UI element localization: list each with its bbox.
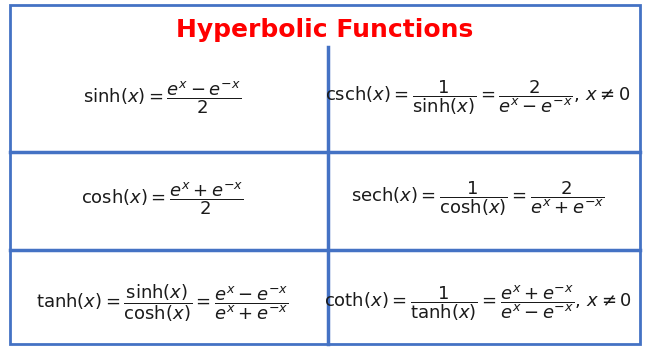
FancyBboxPatch shape xyxy=(10,5,640,344)
Text: $\mathrm{coth}(x) = \dfrac{1}{\mathrm{tanh}(x)} = \dfrac{e^{x}+e^{-x}}{e^{x}-e^{: $\mathrm{coth}(x) = \dfrac{1}{\mathrm{ta… xyxy=(324,284,632,324)
Text: $\mathrm{csch}(x) = \dfrac{1}{\mathrm{sinh}(x)} = \dfrac{2}{e^{x}-e^{-x}},\,x \n: $\mathrm{csch}(x) = \dfrac{1}{\mathrm{si… xyxy=(325,79,630,117)
Text: $\mathrm{sinh}(x) = \dfrac{e^{x}-e^{-x}}{2}$: $\mathrm{sinh}(x) = \dfrac{e^{x}-e^{-x}}… xyxy=(83,80,242,116)
Text: $\mathrm{cosh}(x) = \dfrac{e^{x}+e^{-x}}{2}$: $\mathrm{cosh}(x) = \dfrac{e^{x}+e^{-x}}… xyxy=(81,181,244,217)
Text: $\mathrm{sech}(x) = \dfrac{1}{\mathrm{cosh}(x)} = \dfrac{2}{e^{x}+e^{-x}}$: $\mathrm{sech}(x) = \dfrac{1}{\mathrm{co… xyxy=(351,180,604,218)
Text: $\mathrm{tanh}(x) = \dfrac{\mathrm{sinh}(x)}{\mathrm{cosh}(x)} = \dfrac{e^{x}-e^: $\mathrm{tanh}(x) = \dfrac{\mathrm{sinh}… xyxy=(36,283,289,325)
Text: Hyperbolic Functions: Hyperbolic Functions xyxy=(176,18,474,42)
